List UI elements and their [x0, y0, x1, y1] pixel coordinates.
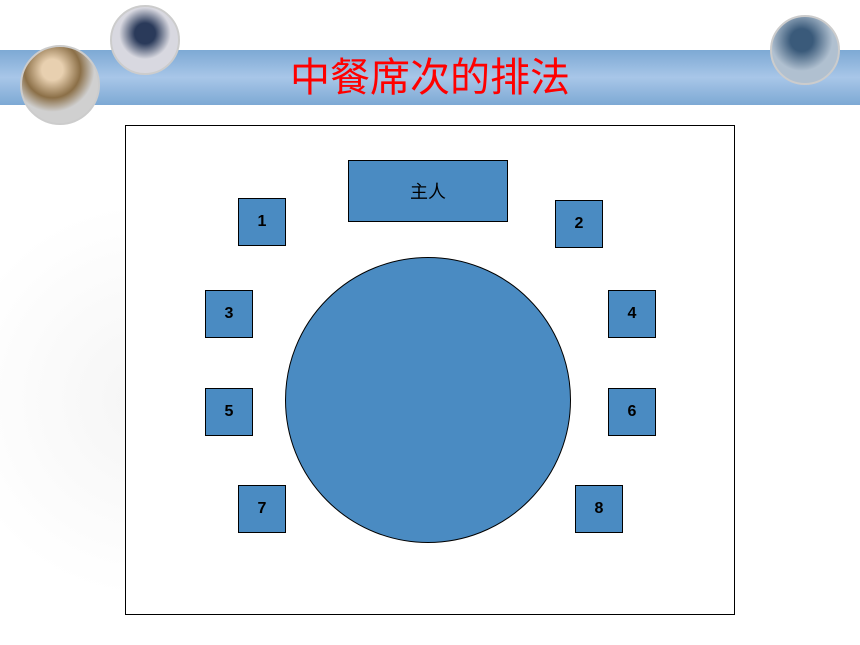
- seat-5: 5: [205, 388, 253, 436]
- seat-7: 7: [238, 485, 286, 533]
- seat-8: 8: [575, 485, 623, 533]
- avatar-image-3: [770, 15, 840, 85]
- host-seat: 主人: [348, 160, 508, 222]
- avatar-image-1: [20, 45, 100, 125]
- seat-2: 2: [555, 200, 603, 248]
- seat-4: 4: [608, 290, 656, 338]
- seat-1: 1: [238, 198, 286, 246]
- seat-3: 3: [205, 290, 253, 338]
- seat-6: 6: [608, 388, 656, 436]
- avatar-image-2: [110, 5, 180, 75]
- round-table: [285, 257, 571, 543]
